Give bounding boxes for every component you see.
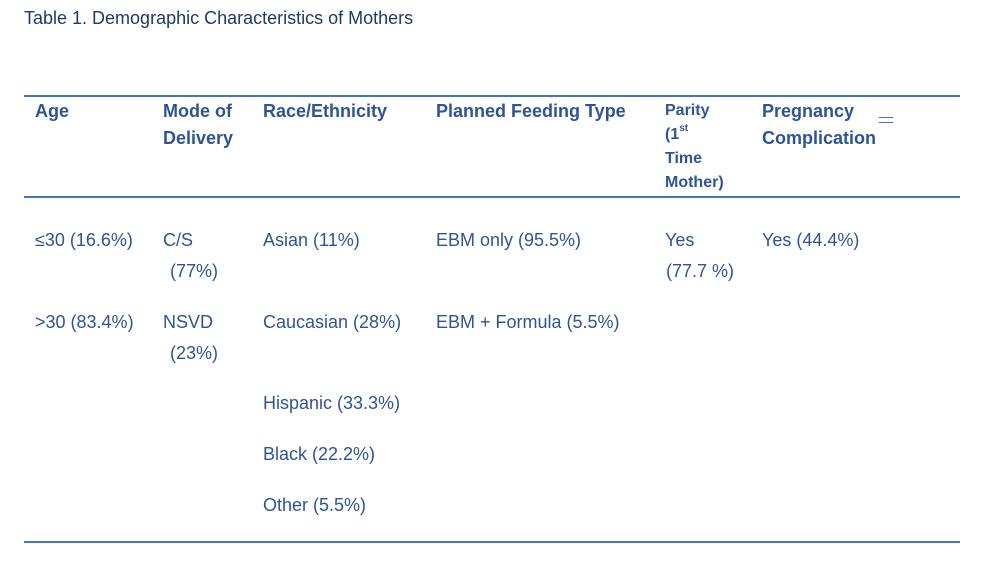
mode-label: C/S bbox=[163, 230, 194, 250]
header-parity: Parity (1st Time Mother) bbox=[665, 99, 724, 195]
header-complication-line2: Complication bbox=[762, 128, 877, 148]
cell-feeding-row2: EBM + Formula (5.5%) bbox=[436, 312, 620, 332]
header-pregnancy-complication: Pregnancy Complication bbox=[762, 98, 876, 152]
table-bottom-rule bbox=[24, 541, 960, 543]
cell-race-asian: Asian (11%) bbox=[263, 230, 360, 250]
cell-age-row1: ≤30 (16.6%) bbox=[35, 230, 133, 250]
header-race-ethnicity: Race/Ethnicity bbox=[263, 101, 388, 121]
cell-feeding-row1: EBM only (95.5%) bbox=[436, 230, 582, 250]
table-caption: Table 1. Demographic Characteristics of … bbox=[24, 8, 414, 28]
header-parity-first: (1 bbox=[665, 126, 680, 143]
header-mode-line1: Mode of bbox=[163, 101, 232, 121]
cell-complication: Yes (44.4%) bbox=[762, 230, 860, 250]
header-age: Age bbox=[35, 101, 70, 121]
cell-race-black: Black (22.2%) bbox=[263, 444, 376, 464]
parity-percent: (77.7 %) bbox=[666, 261, 735, 281]
header-complication-line1: Pregnancy bbox=[762, 101, 855, 121]
table-top-rule bbox=[24, 95, 960, 97]
header-bottom-rule bbox=[24, 196, 960, 198]
cell-age-row2: >30 (83.4%) bbox=[35, 312, 134, 332]
header-mode-of-delivery: Mode of Delivery bbox=[163, 98, 233, 152]
cell-race-other: Other (5.5%) bbox=[263, 495, 367, 515]
header-decoration-mark bbox=[879, 117, 893, 123]
parity-label: Yes bbox=[665, 230, 695, 250]
header-parity-line2: (1st bbox=[665, 123, 724, 147]
header-parity-line4: Mother) bbox=[665, 174, 724, 191]
cell-parity: Yes (77.7 %) bbox=[665, 225, 734, 287]
header-parity-line3: Time bbox=[665, 150, 703, 167]
cell-race-caucasian: Caucasian (28%) bbox=[263, 312, 402, 332]
mode-percent: (77%) bbox=[170, 261, 219, 281]
mode-label: NSVD bbox=[163, 312, 214, 332]
cell-mode-row2: NSVD (23%) bbox=[163, 307, 218, 369]
header-parity-line1: Parity bbox=[665, 102, 710, 119]
header-mode-line2: Delivery bbox=[163, 128, 234, 148]
header-planned-feeding-type: Planned Feeding Type bbox=[436, 101, 626, 121]
header-parity-ordinal: st bbox=[679, 123, 689, 134]
cell-mode-row1: C/S (77%) bbox=[163, 225, 218, 287]
cell-race-hispanic: Hispanic (33.3%) bbox=[263, 393, 401, 413]
mode-percent: (23%) bbox=[170, 343, 219, 363]
